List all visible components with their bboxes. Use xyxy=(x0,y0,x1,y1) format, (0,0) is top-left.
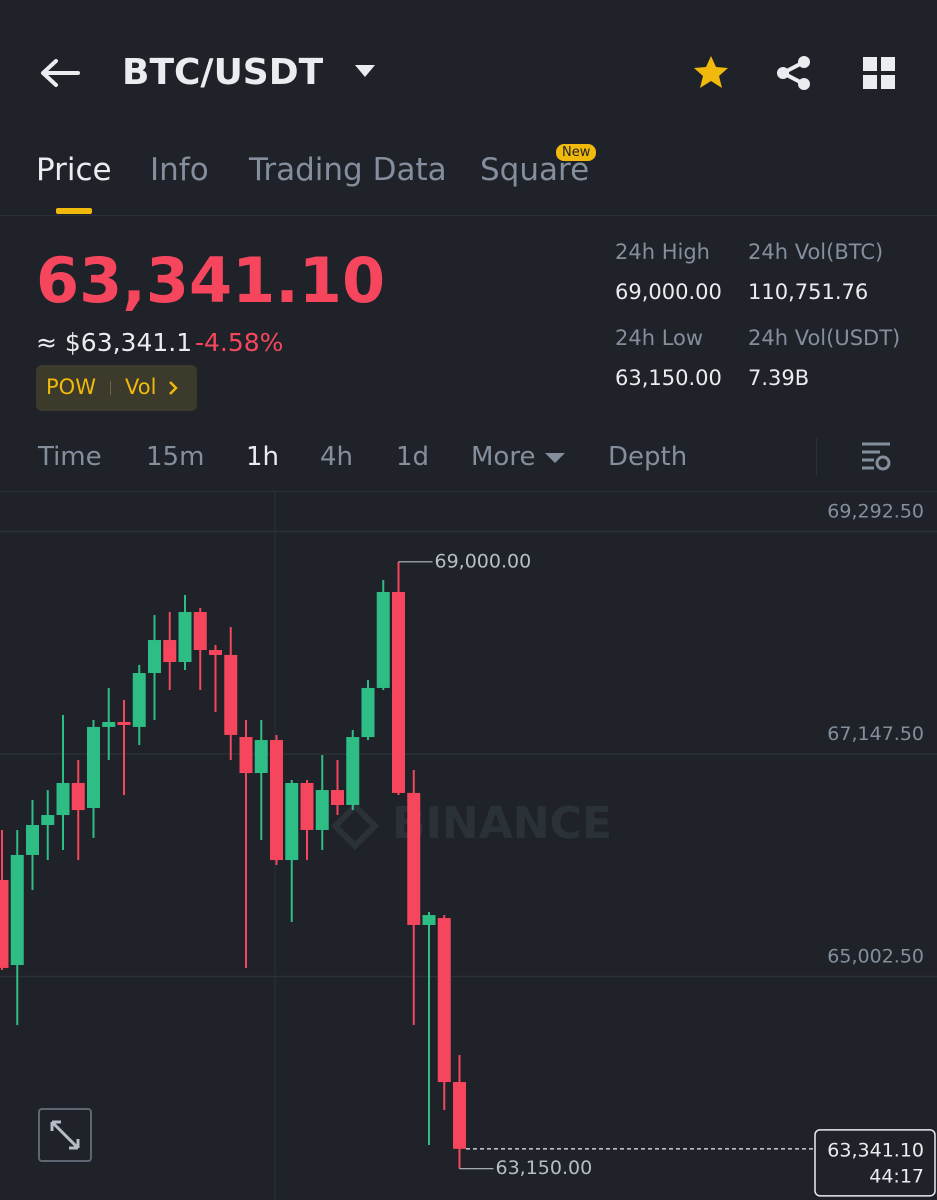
last-price-label: 63,341.10 xyxy=(827,1139,924,1161)
candle-body xyxy=(117,721,131,725)
interval[interactable]: 4h xyxy=(320,442,354,472)
layout-button[interactable] xyxy=(862,56,896,90)
last-price-box xyxy=(814,1129,936,1197)
interval[interactable]: Time xyxy=(38,442,102,472)
y-tick-label: 67,147.50 xyxy=(827,723,924,745)
candle-body xyxy=(254,740,268,774)
candle-body xyxy=(285,782,299,861)
pair-dropdown[interactable] xyxy=(354,64,376,78)
share-button[interactable] xyxy=(776,55,812,91)
candle-body xyxy=(148,640,161,674)
stat-label: 24h Vol(BTC) xyxy=(748,240,884,264)
tab[interactable]: Trading Data xyxy=(249,152,447,188)
candle-body xyxy=(56,782,70,816)
candle-body xyxy=(300,782,314,830)
candle-body xyxy=(422,915,436,925)
candle-body xyxy=(209,649,222,655)
candle-body xyxy=(102,721,116,727)
tag-arrow xyxy=(169,381,178,395)
tab[interactable]: Price xyxy=(36,152,112,188)
tag-box[interactable] xyxy=(36,365,197,411)
tag: Vol xyxy=(125,375,157,399)
interval[interactable]: 15m xyxy=(146,442,205,472)
candle-body xyxy=(239,737,253,774)
extreme-label: 69,000.00 xyxy=(435,550,532,572)
candle-body xyxy=(361,687,375,738)
interval-active[interactable]: 1h xyxy=(246,442,280,472)
tag-sep xyxy=(110,381,111,395)
candle-body xyxy=(376,592,390,688)
stat-value: 7.39B xyxy=(748,366,810,390)
last-price: 63,341.10 xyxy=(36,244,386,317)
price-change: -4.58% xyxy=(195,328,284,357)
back-button[interactable] xyxy=(38,56,82,90)
candle-body xyxy=(346,737,360,805)
candle-body xyxy=(331,790,344,805)
chart-settings[interactable] xyxy=(860,440,892,472)
candle-body xyxy=(270,740,283,861)
candle-body xyxy=(193,612,207,650)
stat-value: 110,751.76 xyxy=(748,280,869,304)
candle-body xyxy=(453,1082,466,1149)
interval[interactable]: Depth xyxy=(608,442,688,472)
candle-body xyxy=(26,824,39,855)
candle-body xyxy=(224,654,238,735)
candle-body xyxy=(178,612,192,663)
interval[interactable]: More xyxy=(471,442,536,472)
fullscreen-button[interactable] xyxy=(38,1108,92,1162)
divider xyxy=(816,438,817,476)
divider xyxy=(0,491,937,492)
candle-body xyxy=(315,790,329,830)
candle-body xyxy=(41,815,55,825)
extreme-label: 63,150.00 xyxy=(496,1157,593,1179)
candle-body xyxy=(392,592,405,793)
candle-body xyxy=(163,640,177,663)
candle-body xyxy=(437,918,451,1083)
stat-label: 24h Vol(USDT) xyxy=(748,326,901,350)
candle-body xyxy=(407,792,421,925)
candle-body xyxy=(87,726,100,808)
candle-body xyxy=(132,673,146,727)
stat-value: 69,000.00 xyxy=(615,280,722,304)
candlestick-chart: BINANCE 65,002.50 67,147.50 69,292.50 69,00… xyxy=(0,492,937,1200)
candle-body xyxy=(10,854,24,966)
interval[interactable]: 1d xyxy=(396,442,430,472)
countdown: 44:17 xyxy=(869,1165,924,1187)
pair-title[interactable]: BTC/USDT xyxy=(122,52,324,93)
y-tick-label: 65,002.50 xyxy=(827,946,924,968)
tab[interactable]: Info xyxy=(150,152,209,188)
tag: POW xyxy=(46,375,96,399)
new-badge: New xyxy=(556,144,597,161)
stat-label: 24h Low xyxy=(615,326,704,350)
stat-value: 63,150.00 xyxy=(615,366,722,390)
watermark-logo xyxy=(330,801,380,851)
watermark: BINANCE xyxy=(392,798,612,849)
tab-indicator xyxy=(56,208,92,214)
candle-body xyxy=(0,879,9,968)
more-dropdown xyxy=(545,453,565,463)
y-tick-label: 69,292.50 xyxy=(827,500,924,522)
divider xyxy=(0,215,937,216)
favorite-star[interactable] xyxy=(692,54,730,92)
candle-body xyxy=(71,782,85,811)
stat-label: 24h High xyxy=(615,240,710,264)
usd-price: ≈ $63,341.1 xyxy=(36,328,193,357)
